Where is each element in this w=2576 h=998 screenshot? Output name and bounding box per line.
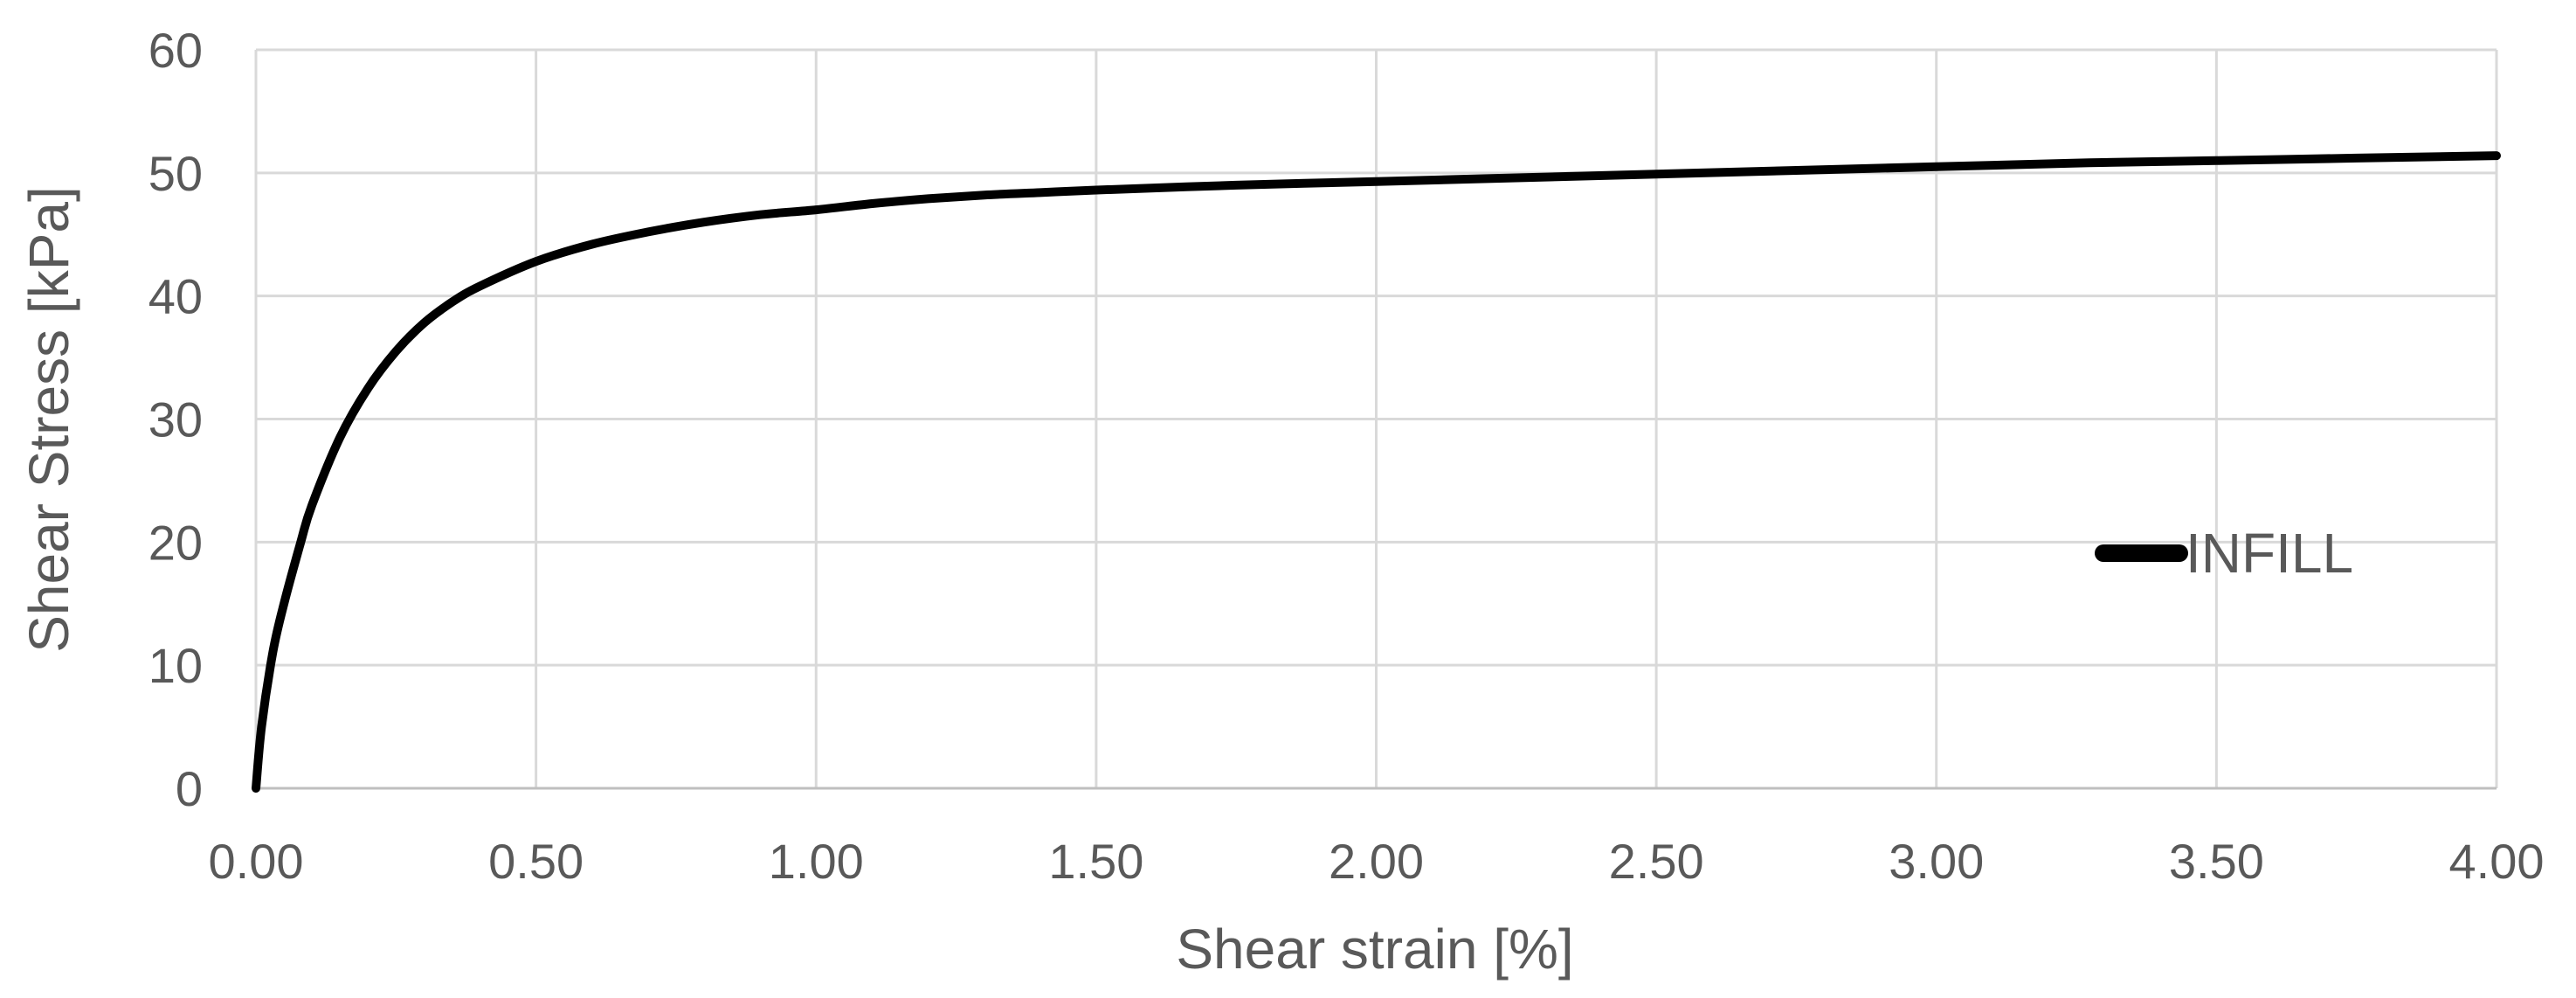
y-axis-ticks: 0 10 20 30 40 50 60 (148, 23, 203, 816)
x-tick-label: 3.50 (2169, 834, 2264, 889)
x-axis-title: Shear strain [%] (1176, 918, 1573, 981)
y-tick-label: 30 (148, 392, 203, 447)
x-tick-label: 1.00 (769, 834, 864, 889)
x-tick-label: 0.00 (209, 834, 304, 889)
x-tick-label: 2.50 (1609, 834, 1704, 889)
series-group (252, 151, 2501, 793)
y-tick-label: 20 (148, 515, 203, 570)
y-tick-label: 0 (176, 761, 203, 816)
y-axis-title: Shear Stress [kPa] (17, 186, 80, 653)
x-tick-label: 3.00 (1889, 834, 1984, 889)
x-axis-ticks: 0.00 0.50 1.00 1.50 2.00 2.50 3.00 3.50 4.00 (209, 834, 2545, 889)
y-tick-label: 50 (148, 146, 203, 201)
y-tick-label: 10 (148, 638, 203, 693)
legend-label-infill: INFILL (2186, 522, 2353, 585)
x-tick-label: 1.50 (1048, 834, 1143, 889)
legend: INFILL (2095, 522, 2353, 585)
y-tick-label: 40 (148, 269, 203, 324)
x-tick-label: 4.00 (2449, 834, 2545, 889)
y-tick-label: 60 (148, 23, 203, 78)
series-line-infill (252, 151, 2501, 793)
x-tick-label: 2.00 (1329, 834, 1424, 889)
x-tick-label: 0.50 (488, 834, 584, 889)
